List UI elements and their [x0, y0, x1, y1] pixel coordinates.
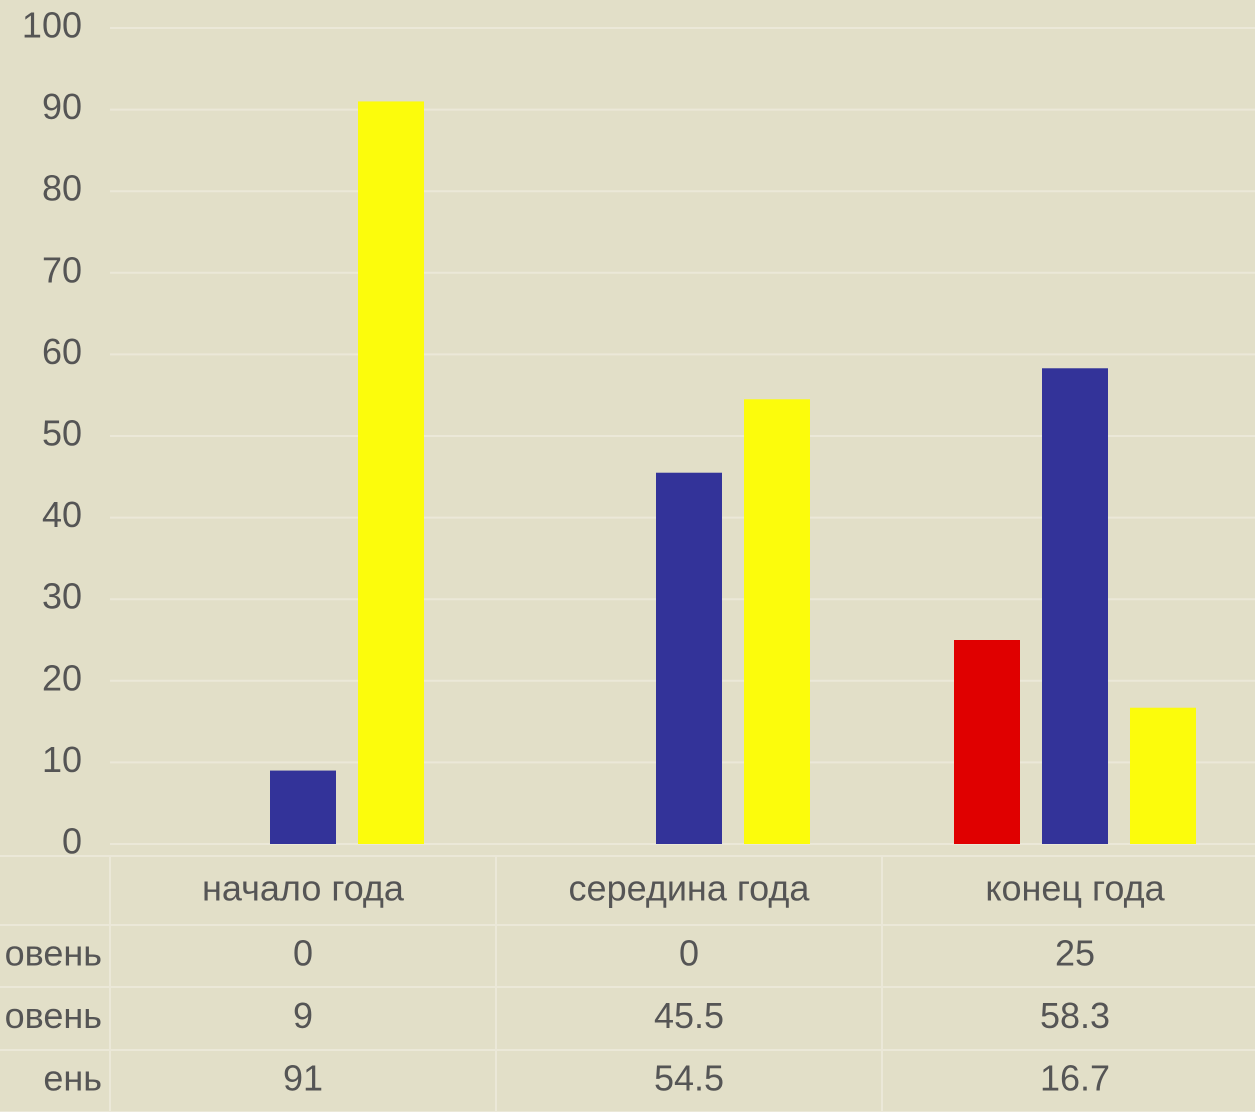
chart: 0 10 20 30 40 50 60 70 80 90 100 начало года 0 9 91 сер… — [0, 0, 1255, 1112]
y-tick-label: 70 — [42, 249, 82, 290]
legend-label: ень — [43, 1058, 102, 1099]
bar — [358, 101, 424, 844]
bar — [954, 640, 1020, 844]
table-cell: 9 — [293, 995, 313, 1036]
table-cell: 91 — [283, 1058, 323, 1099]
y-tick-label: 90 — [42, 86, 82, 127]
bar — [656, 473, 722, 844]
table-cell: 0 — [293, 933, 313, 974]
page: {"chart_data": {"type": "bar", "categori… — [0, 0, 1255, 1112]
y-tick-label: 40 — [42, 494, 82, 535]
table-cell: 16.7 — [1040, 1058, 1110, 1099]
bar — [270, 771, 336, 844]
y-tick-label: 100 — [22, 5, 82, 46]
bar — [1130, 708, 1196, 844]
x-tick-label: конец года — [985, 868, 1165, 909]
legend-label: овень — [5, 933, 102, 974]
y-tick-label: 60 — [42, 331, 82, 372]
bar — [1042, 368, 1108, 844]
table-cell: 0 — [679, 933, 699, 974]
table-cell: 58.3 — [1040, 995, 1110, 1036]
legend-label: овень — [5, 995, 102, 1036]
table-cell: 54.5 — [654, 1058, 724, 1099]
y-tick-label: 20 — [42, 657, 82, 698]
x-tick-label: начало года — [202, 868, 405, 909]
bar — [744, 399, 810, 844]
x-tick-label: середина года — [569, 868, 811, 909]
table-cell: 45.5 — [654, 995, 724, 1036]
table-cell: 25 — [1055, 933, 1095, 974]
y-tick-label: 80 — [42, 168, 82, 209]
y-tick-label: 30 — [42, 576, 82, 617]
y-tick-label: 10 — [42, 739, 82, 780]
y-tick-label: 50 — [42, 413, 82, 454]
